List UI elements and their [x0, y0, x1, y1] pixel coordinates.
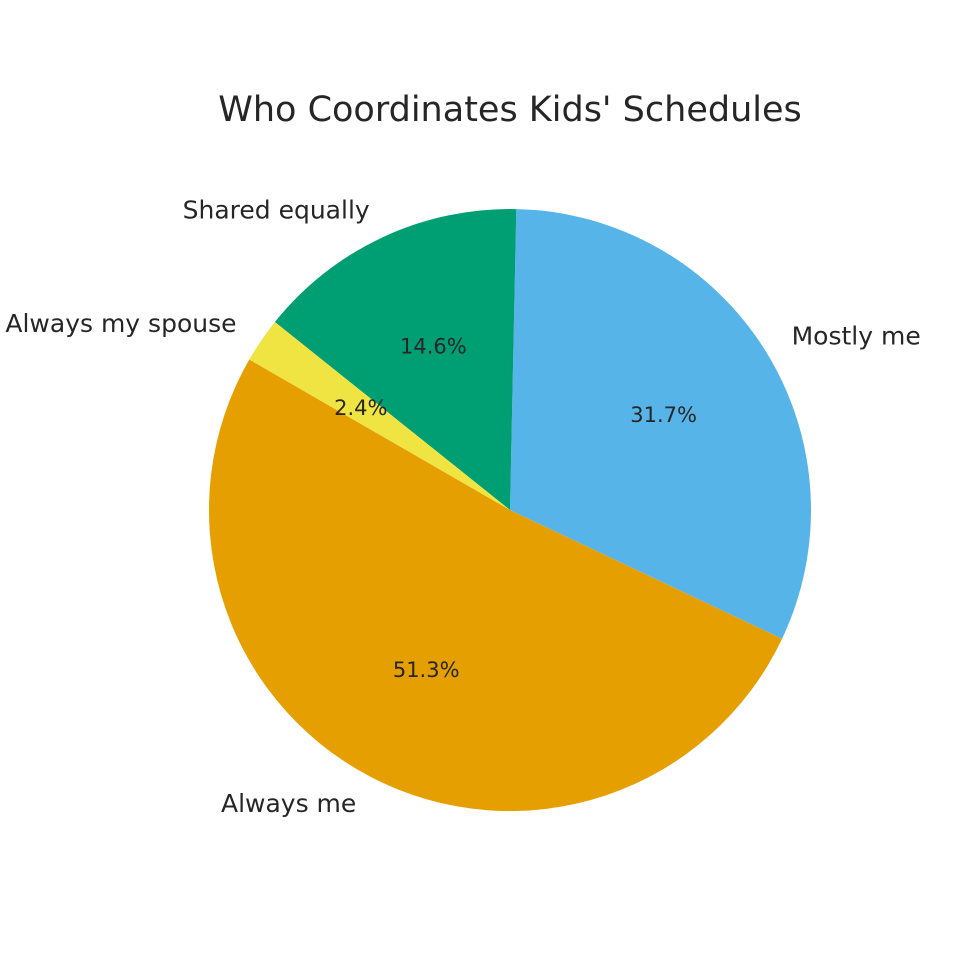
pie-pct-label-always-my-spouse: 2.4%: [334, 396, 387, 420]
pie-pct-label-shared-equally: 14.6%: [400, 334, 467, 358]
chart-title: Who Coordinates Kids' Schedules: [218, 90, 802, 130]
pie-label-mostly-me: Mostly me: [792, 321, 921, 350]
pie-label-shared-equally: Shared equally: [183, 196, 370, 225]
pie-slice-mostly-me: [510, 209, 811, 639]
pie-label-always-my-spouse: Always my spouse: [5, 309, 236, 338]
pie-pct-label-mostly-me: 31.7%: [630, 403, 697, 427]
pie-slices: [208, 209, 811, 812]
pie-slice-shared-equally: [274, 209, 517, 510]
pie-pct-label-always-me: 51.3%: [393, 658, 460, 682]
pie-label-always-me: Always me: [221, 789, 356, 818]
pie-slice-always-my-spouse: [249, 322, 510, 510]
pie-slice-always-me: [208, 359, 783, 812]
pie-labels: 51.3% Always me 31.7% Mostly me 14.6% Shared …: [5, 196, 920, 818]
